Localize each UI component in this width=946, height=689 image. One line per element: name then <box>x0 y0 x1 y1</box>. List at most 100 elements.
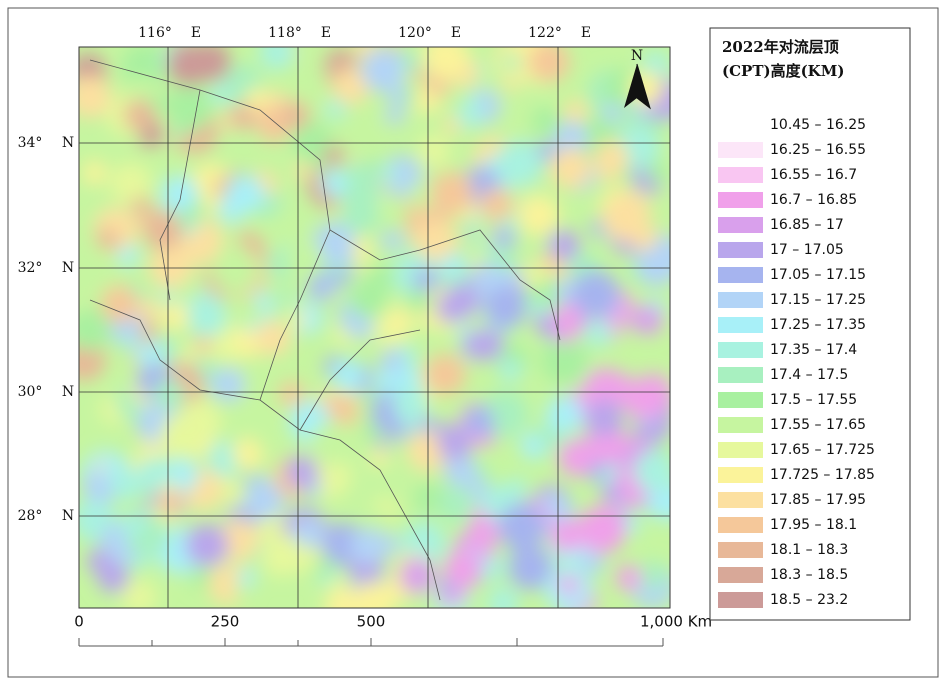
raster-blob <box>563 99 588 124</box>
raster-blob <box>255 320 291 357</box>
legend-title: 2022年对流层顶 <box>722 38 839 56</box>
legend-swatch <box>718 542 763 558</box>
raster-blob <box>409 180 438 210</box>
raster-blob <box>530 106 561 137</box>
raster-blob <box>339 192 380 234</box>
raster-blob <box>131 196 152 216</box>
raster-blob <box>414 483 444 514</box>
map-frame <box>78 46 671 609</box>
raster-blob <box>226 174 264 212</box>
raster-blob <box>579 550 604 575</box>
north-arrow-right <box>636 63 651 110</box>
raster-blob <box>370 449 389 468</box>
raster-blob <box>381 229 403 251</box>
legend-swatch <box>718 192 763 208</box>
raster-blob <box>160 301 190 331</box>
legend-label: 16.7 – 16.85 <box>770 192 857 208</box>
raster-blob <box>602 482 623 502</box>
raster-blob <box>556 323 577 344</box>
raster-blob <box>194 335 212 354</box>
scale-label: 500 <box>357 613 386 631</box>
raster-blob <box>110 468 143 502</box>
raster-blob <box>281 101 310 130</box>
lon-hemi: E <box>191 25 201 41</box>
raster-blob <box>558 439 595 477</box>
raster-blob <box>633 450 670 493</box>
raster-blob <box>558 575 579 596</box>
scale-label: 0 <box>74 613 84 631</box>
raster-blob <box>463 96 484 117</box>
province-boundaries <box>89 59 561 601</box>
raster-blob <box>380 165 400 184</box>
raster-blob <box>504 90 529 115</box>
raster-blob <box>487 587 519 608</box>
raster-blob <box>259 47 295 70</box>
raster-blob <box>418 135 450 167</box>
lon-label: 122° <box>528 25 562 41</box>
lon-hemi: E <box>451 25 461 41</box>
raster-blob <box>118 245 139 266</box>
raster-blob <box>629 311 650 332</box>
raster-blob <box>349 281 387 319</box>
north-arrow: N <box>624 48 651 110</box>
raster-blob <box>294 517 325 548</box>
legend-label: 17.85 – 17.95 <box>770 492 866 508</box>
raster-blob <box>185 523 229 567</box>
raster-blob <box>636 561 667 592</box>
raster-blob <box>325 99 346 120</box>
legend-swatch <box>718 267 763 283</box>
raster-blob <box>149 245 192 289</box>
raster-blob <box>498 359 522 383</box>
raster-blob <box>468 479 489 501</box>
legend-swatch <box>718 167 763 183</box>
raster-blob <box>220 475 239 495</box>
raster-blob <box>399 557 436 594</box>
raster-blob <box>528 47 570 83</box>
lon-label: 120° <box>398 25 432 41</box>
raster-blob <box>79 184 103 213</box>
raster-blob <box>223 292 258 327</box>
legend-label: 17.95 – 18.1 <box>770 517 857 533</box>
raster-blob <box>545 395 584 434</box>
raster-blob <box>543 253 560 270</box>
raster-blob <box>249 306 266 323</box>
raster-blob <box>324 587 362 608</box>
lat-hemi: N <box>62 508 74 524</box>
raster-blob <box>165 85 213 132</box>
raster-blob <box>95 481 113 499</box>
raster-blob <box>443 550 481 589</box>
raster-blob <box>519 235 538 254</box>
raster-blob <box>508 545 553 591</box>
raster-blob <box>144 212 183 251</box>
legend-swatch <box>718 467 763 483</box>
raster-blob <box>474 465 491 483</box>
legend-swatch <box>718 242 763 258</box>
legend-label: 18.1 – 18.3 <box>770 542 848 558</box>
lat-label: 30° <box>18 384 43 400</box>
raster-blob <box>584 319 613 348</box>
raster-blobs <box>79 47 670 608</box>
raster-blob <box>351 236 371 256</box>
legend-swatch <box>718 342 763 358</box>
raster-blob <box>211 245 260 294</box>
legend-swatch <box>718 117 763 133</box>
raster-blob <box>229 103 257 130</box>
raster-blob <box>119 511 146 538</box>
raster-blob <box>439 485 471 517</box>
raster-blob <box>443 116 461 135</box>
raster-blob <box>541 336 589 384</box>
raster-blob <box>79 307 112 352</box>
lat-label: 32° <box>18 260 43 276</box>
raster-blob <box>471 328 504 361</box>
legend-label: 17.55 – 17.65 <box>770 417 866 433</box>
raster-blob <box>430 171 474 215</box>
raster-blob <box>554 121 589 155</box>
legend-label: 10.45 – 16.25 <box>770 117 866 133</box>
raster-blob <box>282 202 312 232</box>
raster-blob <box>279 381 305 407</box>
raster-blob <box>380 350 405 375</box>
raster-blob <box>385 105 405 125</box>
scale-label: 1,000 Km <box>640 613 712 631</box>
legend-label: 17.5 – 17.55 <box>770 392 857 408</box>
raster-blob <box>137 456 171 491</box>
